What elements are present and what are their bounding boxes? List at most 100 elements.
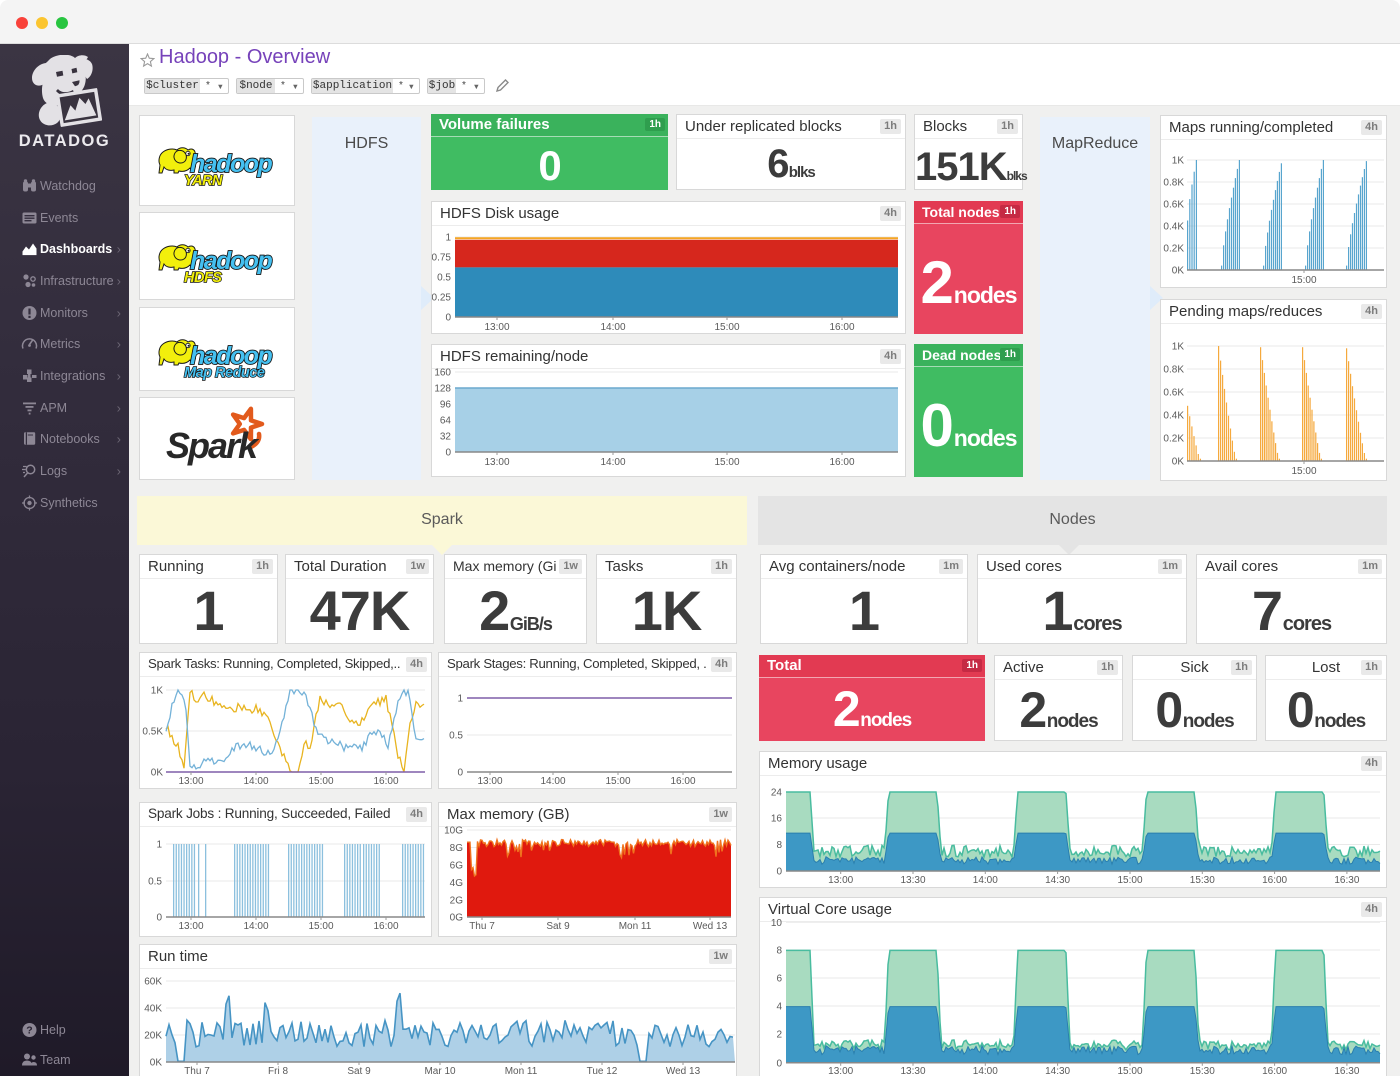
svg-text:6: 6	[776, 974, 782, 985]
svg-text:hadoop: hadoop	[190, 342, 272, 370]
svg-text:Fri 8: Fri 8	[268, 1066, 288, 1076]
svg-text:1K: 1K	[151, 686, 164, 697]
svg-text:6G: 6G	[450, 861, 464, 872]
svg-text:4G: 4G	[450, 878, 464, 889]
svg-text:13:00: 13:00	[477, 776, 502, 787]
svg-text:0K: 0K	[151, 768, 164, 779]
svg-text:0: 0	[776, 867, 782, 878]
svg-text:13:00: 13:00	[178, 776, 203, 787]
svg-text:40K: 40K	[144, 1004, 162, 1015]
svg-text:1K: 1K	[1172, 342, 1185, 353]
svg-text:0: 0	[445, 448, 451, 459]
svg-text:Mar 10: Mar 10	[424, 1066, 456, 1076]
svg-text:13:00: 13:00	[484, 457, 509, 468]
svg-text:1: 1	[445, 233, 451, 244]
svg-text:14:00: 14:00	[540, 776, 565, 787]
svg-text:4: 4	[776, 1002, 782, 1013]
svg-text:15:00: 15:00	[308, 776, 333, 787]
svg-text:Mon 11: Mon 11	[619, 921, 652, 932]
svg-text:15:30: 15:30	[1190, 1066, 1215, 1076]
svg-text:0.75: 0.75	[432, 253, 451, 264]
svg-text:24: 24	[771, 788, 783, 799]
svg-text:0.5: 0.5	[437, 273, 451, 284]
svg-text:0K: 0K	[1172, 457, 1185, 468]
svg-text:16: 16	[771, 814, 783, 825]
svg-text:32: 32	[440, 432, 452, 443]
svg-text:15:00: 15:00	[1291, 466, 1316, 477]
svg-text:16:00: 16:00	[1262, 1066, 1287, 1076]
svg-text:14:00: 14:00	[243, 776, 268, 787]
svg-text:128: 128	[434, 384, 451, 395]
svg-text:60K: 60K	[144, 977, 162, 988]
svg-text:0: 0	[457, 768, 463, 779]
svg-text:hadoop: hadoop	[190, 150, 272, 178]
svg-text:0: 0	[776, 1058, 782, 1069]
svg-text:16:00: 16:00	[373, 921, 398, 932]
svg-text:96: 96	[440, 400, 452, 411]
svg-text:0.6K: 0.6K	[1163, 200, 1184, 211]
svg-text:Tue 12: Tue 12	[587, 1066, 618, 1076]
svg-text:0.5K: 0.5K	[142, 727, 163, 738]
svg-text:0: 0	[445, 313, 451, 324]
svg-text:Wed 13: Wed 13	[693, 921, 728, 932]
svg-text:13:00: 13:00	[178, 921, 203, 932]
svg-text:13:30: 13:30	[900, 875, 925, 886]
svg-text:0.2K: 0.2K	[1163, 434, 1184, 445]
svg-text:16:00: 16:00	[829, 457, 854, 468]
svg-text:10: 10	[771, 918, 783, 929]
svg-text:2G: 2G	[450, 896, 464, 907]
svg-text:Thu 7: Thu 7	[469, 921, 495, 932]
svg-text:0.4K: 0.4K	[1163, 222, 1184, 233]
svg-text:Sat 9: Sat 9	[546, 921, 570, 932]
svg-text:14:00: 14:00	[243, 921, 268, 932]
svg-text:14:00: 14:00	[600, 457, 625, 468]
svg-text:15:00: 15:00	[714, 457, 739, 468]
svg-text:10G: 10G	[444, 826, 463, 837]
svg-text:8: 8	[776, 840, 782, 851]
svg-text:16:00: 16:00	[829, 322, 854, 333]
svg-text:16:30: 16:30	[1334, 875, 1359, 886]
svg-text:?: ?	[26, 1025, 32, 1037]
svg-text:Wed 13: Wed 13	[666, 1066, 701, 1076]
svg-text:1: 1	[156, 840, 162, 851]
svg-text:15:00: 15:00	[1117, 1066, 1142, 1076]
svg-text:15:00: 15:00	[1117, 875, 1142, 886]
svg-text:Thu 7: Thu 7	[184, 1066, 210, 1076]
svg-text:Spark: Spark	[166, 425, 260, 466]
svg-text:0.2K: 0.2K	[1163, 244, 1184, 255]
svg-text:16:00: 16:00	[670, 776, 695, 787]
svg-text:2: 2	[776, 1030, 782, 1041]
svg-text:15:00: 15:00	[714, 322, 739, 333]
svg-text:14:00: 14:00	[973, 1066, 998, 1076]
svg-text:0.5: 0.5	[449, 731, 463, 742]
svg-text:1K: 1K	[1172, 156, 1185, 167]
svg-text:15:00: 15:00	[1291, 275, 1316, 286]
svg-text:15:30: 15:30	[1190, 875, 1215, 886]
svg-text:YARN: YARN	[184, 173, 223, 189]
svg-text:15:00: 15:00	[605, 776, 630, 787]
svg-text:160: 160	[434, 368, 451, 379]
svg-text:64: 64	[440, 416, 452, 427]
svg-text:16:30: 16:30	[1334, 1066, 1359, 1076]
svg-text:0.8K: 0.8K	[1163, 178, 1184, 189]
svg-text:HDFS: HDFS	[184, 270, 222, 286]
svg-text:8: 8	[776, 946, 782, 957]
svg-text:13:00: 13:00	[484, 322, 509, 333]
svg-text:0.5: 0.5	[148, 877, 162, 888]
svg-text:13:00: 13:00	[828, 875, 853, 886]
svg-text:0.8K: 0.8K	[1163, 365, 1184, 376]
svg-text:13:30: 13:30	[900, 1066, 925, 1076]
svg-text:Map Reduce: Map Reduce	[184, 365, 265, 381]
svg-text:14:30: 14:30	[1045, 875, 1070, 886]
svg-text:14:00: 14:00	[973, 875, 998, 886]
svg-text:hadoop: hadoop	[190, 247, 272, 275]
svg-text:0.4K: 0.4K	[1163, 411, 1184, 422]
svg-text:16:00: 16:00	[373, 776, 398, 787]
svg-text:20K: 20K	[144, 1031, 162, 1042]
svg-text:8G: 8G	[450, 843, 464, 854]
svg-text:0: 0	[156, 913, 162, 924]
svg-text:Sat 9: Sat 9	[347, 1066, 371, 1076]
svg-text:1: 1	[457, 694, 463, 705]
svg-text:14:30: 14:30	[1045, 1066, 1070, 1076]
svg-text:15:00: 15:00	[308, 921, 333, 932]
